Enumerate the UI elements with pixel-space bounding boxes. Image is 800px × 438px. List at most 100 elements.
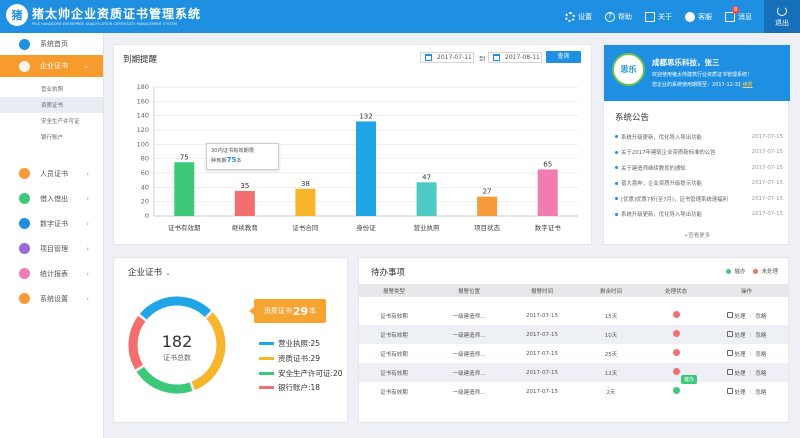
tooltip-line: 30内证书有效期限 [211, 148, 254, 154]
cert-panel-title[interactable]: 企业证书 ⌄ [128, 266, 171, 278]
help-icon: ? [605, 11, 615, 22]
chevron-right-icon: › [86, 219, 89, 228]
handle-button[interactable]: 处理 [726, 330, 746, 339]
sidebar-item-home[interactable]: 系统首页 [0, 33, 103, 55]
total-count: 182 [161, 332, 193, 351]
sidebar-sub-qualification[interactable]: 资质证书 [0, 97, 103, 113]
date-from-input[interactable]: 2017-07-11 [420, 52, 474, 63]
date-from-value: 2017-07-11 [437, 54, 472, 61]
x-tick-label: 证书合同 [292, 223, 318, 232]
settings-link[interactable]: 设置 [565, 11, 592, 22]
ignore-button[interactable]: 忽略 [755, 332, 767, 339]
sidebar-sub-business-license[interactable]: 营业执照 [41, 87, 64, 93]
chevron-right-icon: › [86, 269, 89, 278]
cell-actions: 处理 | 忽略 [705, 349, 788, 358]
sidebar-sub-bank-account[interactable]: 银行账户 [41, 135, 64, 141]
messages-label: 消息 [738, 12, 752, 21]
status-dot-icon [672, 349, 680, 356]
notice-item[interactable]: 系统升级更新，优化导入导出功能 2017-07-15 [615, 207, 783, 223]
bar-value-label: 35 [240, 182, 249, 190]
expire-label: 您企业的系统使用期限至： [652, 82, 713, 88]
x-tick-label: 营业执照 [414, 223, 441, 232]
bar-tooltip: 30内证书有效期限 种到期75本 [206, 143, 279, 170]
message-count-badge: 8 [732, 5, 740, 14]
ignore-button[interactable]: 忽略 [755, 370, 767, 377]
column-header: 处理状态 [664, 288, 687, 295]
cell-actions: 处理 | 忽略 [705, 311, 788, 320]
status-dot-icon [672, 387, 680, 394]
company-logo-text: 思乐 [620, 65, 637, 74]
service-label: 客服 [698, 12, 712, 21]
bar-value-label: 132 [359, 112, 372, 120]
notice-item[interactable]: 关于建造师继续教育的通知 2017-07-15 [615, 160, 783, 176]
ignore-button[interactable]: 忽略 [755, 351, 767, 358]
column-header: 剩余时间 [599, 288, 622, 295]
renew-link[interactable]: 续费 [742, 82, 753, 88]
enterprise-cert-panel: 企业证书 ⌄ 182 证书总数 资质证书 29 本 营业执照: 25 资质证书: 29 安全… [113, 257, 348, 423]
person-icon [19, 168, 30, 179]
x-tick-label: 项目状态 [474, 223, 501, 232]
checkbox-icon [726, 368, 733, 375]
tooltip-prefix: 种到期 [211, 158, 227, 164]
legend-value: 18 [310, 383, 321, 392]
logout-button[interactable]: 退出 [764, 0, 800, 33]
bar [537, 169, 558, 216]
donut-segment [136, 366, 193, 394]
cell-remaining: 12天 [604, 370, 618, 377]
bullet-icon [615, 150, 618, 154]
notice-item[interactable]: 系统升级更新，优化导入导出功能 2017-07-15 [615, 129, 783, 145]
handle-button[interactable]: 处理 [726, 311, 746, 320]
cell-time: 2017-07-15 [526, 350, 558, 357]
date-to-input[interactable]: 2017-08-11 [488, 52, 542, 63]
handle-button[interactable]: 处理 [726, 349, 746, 358]
bullet-icon [615, 197, 618, 201]
sidebar-item-personnel[interactable]: 人员证书 › [0, 161, 103, 186]
calendar-icon [493, 54, 500, 61]
ignore-button[interactable]: 忽略 [755, 313, 767, 320]
notice-item[interactable]: 关于2017年建筑企业资质新标准的公告 2017-07-15 [615, 145, 783, 161]
notice-title: 系统公告 [615, 113, 650, 123]
cell-type: 证书有效期 [380, 389, 408, 396]
messages-link[interactable]: 8 消息 [725, 5, 752, 22]
column-header: 报警类型 [382, 288, 405, 295]
status-tooltip: 催办 [681, 375, 698, 384]
notice-text: 普大喜奔，企业资质升级提示功能 [621, 181, 702, 188]
x-tick-label: 身份证 [356, 223, 376, 232]
sidebar-sub-safety-license[interactable]: 安全生产许可证 [41, 119, 80, 125]
y-tick-label: 160 [137, 97, 149, 105]
cell-remaining: 2天 [606, 389, 616, 396]
sidebar-item-stats[interactable]: 统计报表 › [0, 261, 103, 286]
handle-button[interactable]: 处理 [726, 368, 746, 377]
bullet-icon [615, 166, 618, 170]
about-link[interactable]: 关于 [645, 11, 672, 22]
home-icon [19, 38, 30, 50]
notice-item[interactable]: [优惠]优惠7折(至7月)，证书管理系统速福利 2017-07-15 [615, 191, 783, 207]
sidebar-item-enterprise-cert[interactable]: 企业证书 ⌄ [0, 55, 103, 77]
legend-swatch [259, 372, 274, 375]
notice-text: 系统升级更新，优化导入导出功能 [621, 134, 702, 141]
sidebar-item-borrow[interactable]: 借入借出 › [0, 186, 103, 211]
handle-label: 处理 [734, 313, 746, 320]
notice-item[interactable]: 普大喜奔，企业资质升级提示功能 2017-07-15 [615, 176, 783, 192]
query-button[interactable]: 查询 [546, 51, 581, 63]
highlight-card: 资质证书 29 本 [249, 299, 326, 323]
notice-list: 系统升级更新，优化导入导出功能 2017-07-15 关于2017年建筑企业资质新标… [615, 129, 783, 222]
divider: | [749, 331, 752, 338]
bullet-icon [615, 181, 618, 185]
help-link[interactable]: ? 帮助 [605, 11, 632, 22]
handle-button[interactable]: 处理 [726, 387, 746, 396]
sidebar-item-project[interactable]: 项目管理 › [0, 236, 103, 261]
sidebar-item-settings[interactable]: 系统设置 › [0, 286, 103, 311]
sidebar-item-digital[interactable]: 数字证书 › [0, 211, 103, 236]
status-dot-icon [672, 330, 680, 337]
checkbox-icon [726, 330, 733, 337]
legend-value: 29 [310, 354, 321, 363]
cell-position: 一级建造师... [452, 351, 486, 358]
cell-status: 催办 [647, 375, 705, 396]
ignore-button[interactable]: 忽略 [755, 389, 767, 396]
cell-position: 一级建造师... [452, 332, 486, 339]
view-more-link[interactable]: +查看更多 [683, 233, 711, 239]
service-link[interactable]: 客服 [685, 11, 712, 22]
legend-label: 安全生产许可证: [278, 369, 334, 378]
help-label: 帮助 [618, 12, 632, 21]
